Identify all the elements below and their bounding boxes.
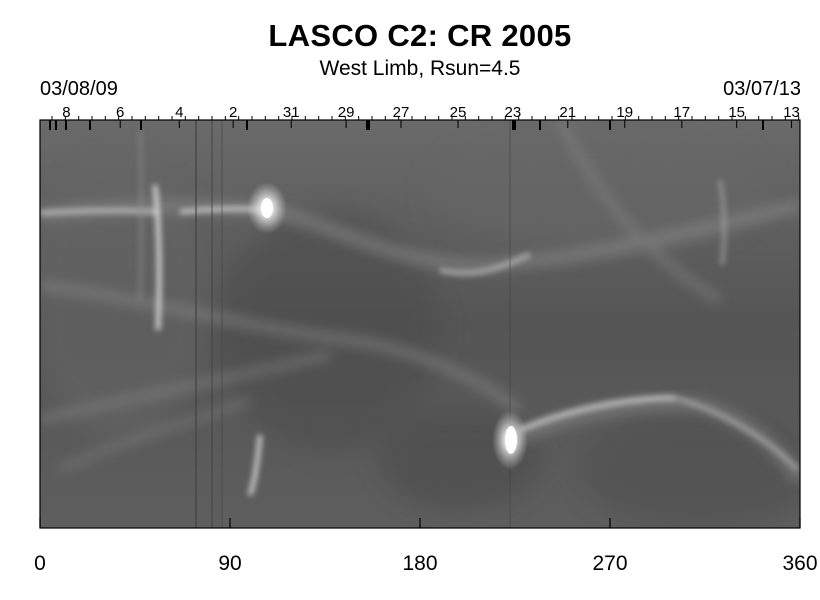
day-label: 29 [338,104,355,121]
day-label: 17 [673,104,690,121]
day-label: 31 [283,104,300,121]
day-label: 21 [559,104,576,121]
day-label: 2 [229,104,237,121]
chart-title: LASCO C2: CR 2005 [268,18,572,53]
day-label: 25 [450,104,467,121]
x-tick-label: 360 [782,552,817,575]
end-date-label: 03/07/13 [723,78,801,100]
x-tick-label: 90 [218,552,241,575]
day-label: 15 [728,104,745,121]
day-label: 19 [616,104,633,121]
heatmap-image [40,120,800,528]
day-label: 6 [116,104,124,121]
day-label: 23 [505,104,522,121]
top-day-labels: 8 6 4 2 31 29 27 25 23 21 19 17 15 13 [62,104,800,128]
chart-subtitle: West Limb, Rsun=4.5 [319,57,521,80]
x-tick-label: 270 [592,552,627,575]
start-date-label: 03/08/09 [40,78,118,100]
bottom-axis-labels: 0 90 180 270 360 [34,552,817,575]
day-label: 8 [62,104,70,121]
bottom-axis-ticks [39,518,801,528]
day-label: 13 [783,104,800,121]
day-label: 27 [393,104,410,121]
x-tick-label: 180 [402,552,437,575]
day-label: 4 [175,104,183,121]
x-tick-label: 0 [34,552,46,575]
